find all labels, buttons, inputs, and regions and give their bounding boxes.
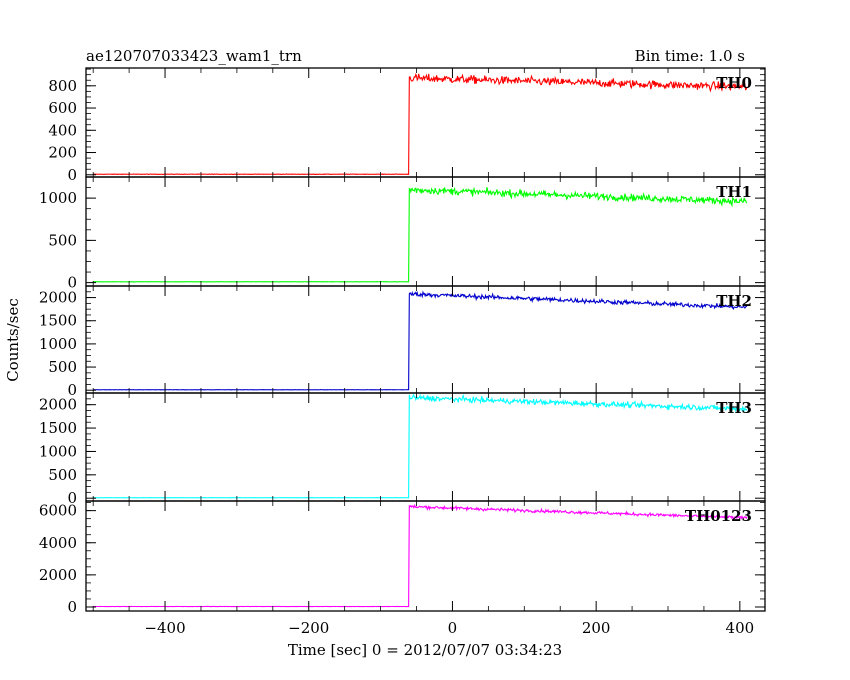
y-tick-label: 400 bbox=[48, 121, 77, 139]
y-tick-label: 0 bbox=[67, 489, 77, 507]
y-tick-label: 6000 bbox=[39, 502, 77, 520]
series-th3-line bbox=[93, 393, 748, 499]
panel-frame bbox=[85, 500, 766, 612]
x-tick-label: −200 bbox=[288, 619, 329, 637]
y-tick-label: 500 bbox=[48, 358, 77, 376]
y-tick-label: 500 bbox=[48, 231, 77, 249]
y-tick-label: 0 bbox=[67, 381, 77, 399]
series-label-th0: TH0 bbox=[716, 74, 752, 92]
series-th0-line bbox=[93, 72, 748, 176]
y-tick-label: 0 bbox=[67, 166, 77, 184]
series-th2-line bbox=[93, 290, 748, 391]
y-tick-label: 1500 bbox=[39, 419, 77, 437]
panel-th1: 0 500 1000 TH1 bbox=[39, 176, 766, 292]
x-tick-label: 200 bbox=[582, 619, 611, 637]
panel-th0123: 0 2000 4000 6000 TH0123 bbox=[39, 500, 766, 616]
y-tick-label: 1000 bbox=[39, 189, 77, 207]
panel-frame bbox=[85, 67, 766, 178]
series-label-th3: TH3 bbox=[716, 399, 752, 417]
series-label-th0123: TH0123 bbox=[685, 507, 752, 525]
x-tick-label: 0 bbox=[448, 619, 458, 637]
y-tick-label: 0 bbox=[67, 598, 77, 616]
y-tick-label: 500 bbox=[48, 466, 77, 484]
series-label-th1: TH1 bbox=[716, 183, 752, 201]
y-tick-label: 2000 bbox=[39, 566, 77, 584]
series-label-th2: TH2 bbox=[716, 292, 752, 310]
y-tick-label: 200 bbox=[48, 144, 77, 162]
y-tick-label: 0 bbox=[67, 274, 77, 292]
series-th0123-line bbox=[93, 503, 748, 608]
panel-th0: 0 200 400 600 800 TH0 bbox=[48, 67, 766, 184]
y-axis-label: Counts/sec bbox=[4, 298, 22, 382]
panel-frame bbox=[85, 392, 766, 502]
y-tick-label: 4000 bbox=[39, 534, 77, 552]
y-tick-label: 1000 bbox=[39, 442, 77, 460]
y-tick-label: 2000 bbox=[39, 396, 77, 414]
panel-th3: 0 500 1000 1500 2000 TH3 bbox=[39, 392, 766, 507]
panel-th2: 0 500 1000 1500 2000 TH2 bbox=[39, 285, 766, 399]
y-tick-label: 800 bbox=[48, 77, 77, 95]
panel-frame bbox=[85, 285, 766, 394]
y-tick-label: 600 bbox=[48, 99, 77, 117]
y-tick-label: 1500 bbox=[39, 312, 77, 330]
x-tick-label: −400 bbox=[144, 619, 185, 637]
x-axis-label: Time [sec] 0 = 2012/07/07 03:34:23 bbox=[288, 641, 562, 659]
x-tick-label: 400 bbox=[726, 619, 755, 637]
chart-title: ae120707033423_wam1_trn bbox=[86, 47, 302, 65]
y-tick-label: 2000 bbox=[39, 289, 77, 307]
y-tick-label: 1000 bbox=[39, 335, 77, 353]
series-th1-line bbox=[93, 186, 748, 283]
panel-frame bbox=[85, 176, 766, 287]
bin-time-label: Bin time: 1.0 s bbox=[635, 47, 745, 65]
